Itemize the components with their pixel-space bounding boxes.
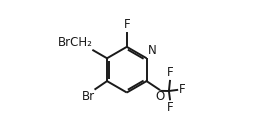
Text: F: F [167, 101, 173, 114]
Text: F: F [167, 66, 173, 79]
Text: N: N [148, 44, 157, 57]
Text: F: F [124, 18, 130, 31]
Text: BrCH₂: BrCH₂ [58, 36, 93, 49]
Text: O: O [155, 91, 164, 104]
Text: Br: Br [82, 90, 95, 103]
Text: F: F [178, 83, 185, 96]
